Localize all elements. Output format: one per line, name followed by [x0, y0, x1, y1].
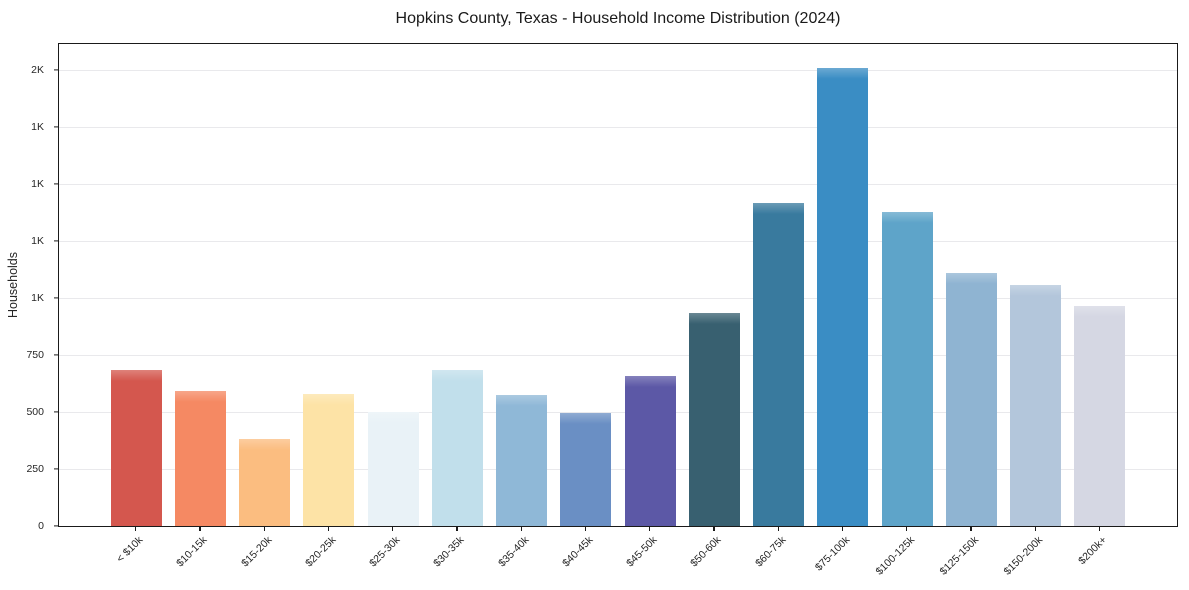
bar-150-200k [1010, 285, 1062, 526]
y-tick-label: 2K [31, 63, 44, 76]
y-tick-mark [54, 468, 58, 470]
x-tick-mark [199, 527, 201, 531]
x-tick-label: $75-100k [812, 534, 853, 574]
bar-45-50k [624, 376, 676, 526]
bar-30-35k [431, 370, 483, 526]
bar-20-25k [303, 394, 355, 526]
x-tick-label: $20-25k [303, 534, 339, 570]
gridline [59, 183, 1177, 185]
y-tick-labels: 0 250 500 750 1K 1K 1K 1K 2K [0, 43, 52, 532]
gridline [59, 240, 1177, 242]
y-tick-label: 250 [26, 462, 44, 475]
bar-50-60k [688, 313, 740, 526]
y-tick-label: 1K [31, 177, 44, 190]
x-tick-mark [777, 527, 779, 531]
x-tick-mark [135, 527, 137, 531]
x-tick-mark [1098, 527, 1101, 531]
y-tick-mark [54, 183, 58, 185]
gridline [59, 126, 1177, 128]
x-tick-label: $40-45k [560, 534, 596, 570]
y-tick-label: 0 [38, 520, 44, 532]
x-tick-mark [520, 527, 522, 531]
y-tick-mark [54, 354, 58, 356]
bar-100-125k [881, 211, 933, 526]
gridline [59, 354, 1177, 356]
x-tick-mark [713, 527, 715, 531]
bar-15-20k [239, 438, 291, 526]
gridline [59, 297, 1177, 299]
bar-60-75k [753, 202, 805, 526]
x-tick-label: $35-40k [495, 534, 532, 570]
x-tick-label: $45-50k [624, 534, 660, 570]
y-tick-mark [54, 525, 58, 527]
gridline [59, 69, 1177, 71]
x-tick-mark [584, 527, 587, 531]
x-tick-mark [649, 527, 651, 531]
y-tick-mark [54, 240, 58, 242]
bar-35-40k [496, 394, 548, 526]
y-tick-mark [54, 297, 58, 299]
bar-125-150k [945, 272, 997, 526]
y-tick-marks [54, 43, 58, 527]
x-tick-labels: < $10k $10-15k $15-20k $20-25k $25-30k $30-35… [58, 533, 1178, 588]
chart-title: Hopkins County, Texas - Household Income… [395, 10, 841, 27]
x-tick-label: $60-75k [752, 534, 789, 570]
y-tick-label: 500 [26, 405, 44, 418]
y-tick-label: 750 [26, 348, 44, 361]
bar-75-100k [817, 67, 869, 526]
x-tick-label: $125-150k [937, 534, 981, 578]
bar-10k [110, 369, 162, 526]
y-tick-label: 1K [31, 234, 44, 247]
bar-10-15k [174, 390, 226, 526]
x-tick-label: $10-15k [174, 534, 210, 570]
x-tick-label: $150-200k [1001, 534, 1046, 578]
x-tick-mark [841, 527, 844, 531]
y-tick-mark [54, 411, 58, 413]
x-tick-mark [392, 527, 394, 531]
y-tick-mark [54, 126, 58, 128]
gridline [59, 468, 1177, 470]
x-tick-mark [327, 527, 330, 531]
x-tick-label: $15-20k [238, 534, 275, 570]
y-tick-mark [54, 69, 58, 71]
y-tick-label: 1K [31, 291, 44, 304]
x-tick-mark [1034, 527, 1036, 531]
x-tick-label: $30-35k [431, 534, 467, 570]
x-tick-label: $200k+ [1076, 534, 1110, 568]
x-tick-label: < $10k [114, 534, 146, 565]
x-tick-label: $100-125k [873, 534, 917, 578]
y-tick-label: 1K [31, 120, 44, 133]
x-tick-label: $50-60k [688, 534, 724, 570]
x-tick-mark [263, 527, 265, 531]
plot-area [58, 43, 1178, 527]
x-tick-mark [970, 527, 972, 531]
x-tick-label: $25-30k [367, 534, 403, 570]
bar-40-45k [560, 413, 612, 526]
gridline [59, 411, 1177, 413]
bar-25-30k [367, 412, 419, 526]
x-tick-mark [456, 527, 458, 531]
x-tick-marks [58, 527, 1178, 532]
x-tick-mark [906, 527, 908, 531]
bar-200k [1074, 306, 1126, 526]
